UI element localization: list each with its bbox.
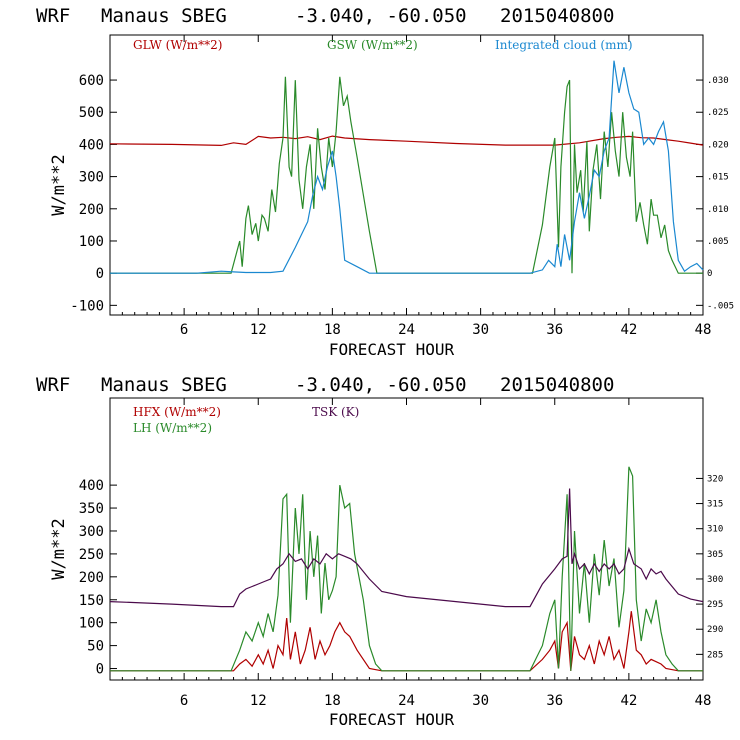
x-tick-label: 42 xyxy=(620,322,637,338)
y2-tick-label: 295 xyxy=(707,600,723,610)
y-axis-label: W/m**2 xyxy=(49,518,69,579)
x-tick-label: 48 xyxy=(695,693,712,709)
y2-tick-label: .010 xyxy=(707,205,729,215)
header-coordinates: -3.040, -60.050 xyxy=(295,5,467,27)
y-tick-label: 0 xyxy=(96,266,104,282)
x-tick-label: 30 xyxy=(472,693,489,709)
y-tick-label: 400 xyxy=(79,478,104,494)
legend-integrated: Integrated cloud (mm) xyxy=(495,38,633,52)
y2-tick-label: .030 xyxy=(707,76,729,86)
y-tick-label: 500 xyxy=(79,105,104,121)
y2-tick-label: 300 xyxy=(707,575,723,585)
x-tick-label: 30 xyxy=(472,322,489,338)
y-tick-label: 350 xyxy=(79,501,104,517)
y-tick-label: 150 xyxy=(79,593,104,609)
x-tick-label: 36 xyxy=(546,693,563,709)
x-tick-label: 36 xyxy=(546,322,563,338)
y2-tick-label: 310 xyxy=(707,525,723,535)
y-tick-label: 200 xyxy=(79,202,104,218)
x-tick-label: 12 xyxy=(250,322,267,338)
plot-frame xyxy=(109,397,704,681)
x-tick-label: 24 xyxy=(398,322,415,338)
header-coordinates: -3.040, -60.050 xyxy=(295,374,467,396)
y-tick-label: 50 xyxy=(87,639,104,655)
series-line-integrated xyxy=(110,60,704,274)
x-axis-label: FORECAST HOUR xyxy=(329,710,455,729)
header-model: WRF xyxy=(36,374,70,396)
x-tick-label: 18 xyxy=(324,693,341,709)
x-tick-label: 12 xyxy=(250,693,267,709)
y2-tick-label: 285 xyxy=(707,650,723,660)
y-tick-label: 200 xyxy=(79,570,104,586)
x-tick-label: 24 xyxy=(398,693,415,709)
y2-tick-label: 0 xyxy=(707,269,712,279)
x-tick-label: 18 xyxy=(324,322,341,338)
y-tick-label: 250 xyxy=(79,547,104,563)
series-line-gsw xyxy=(110,76,703,274)
x-tick-label: 42 xyxy=(620,693,637,709)
y-tick-label: -100 xyxy=(70,298,104,314)
y2-tick-label: -.005 xyxy=(707,301,734,311)
series-line-lh xyxy=(110,466,703,672)
legend-gsw: GSW (W/m**2) xyxy=(327,38,418,52)
header-station: Manaus SBEG xyxy=(101,374,227,396)
header-init-time: 2015040800 xyxy=(500,5,614,27)
y-tick-label: 100 xyxy=(79,616,104,632)
x-tick-label: 6 xyxy=(180,322,188,338)
y2-tick-label: 315 xyxy=(707,500,723,510)
header-model: WRF xyxy=(36,5,70,27)
legend-glw: GLW (W/m**2) xyxy=(133,38,222,52)
x-tick-label: 48 xyxy=(695,322,712,338)
y2-tick-label: 290 xyxy=(707,625,723,635)
legend-tsk: TSK (K) xyxy=(312,405,359,419)
y2-tick-label: .015 xyxy=(707,173,729,183)
y2-tick-label: .005 xyxy=(707,237,729,247)
x-tick-label: 6 xyxy=(180,693,188,709)
series-line-tsk xyxy=(109,488,704,608)
header-init-time: 2015040800 xyxy=(500,374,614,396)
y2-tick-label: .025 xyxy=(707,108,729,118)
y-tick-label: 100 xyxy=(79,234,104,250)
y2-tick-label: 320 xyxy=(707,474,723,484)
y2-tick-label: 305 xyxy=(707,550,723,560)
legend-hfx: HFX (W/m**2) xyxy=(133,405,221,419)
y-axis-label: W/m**2 xyxy=(49,154,69,215)
series-line-hfx xyxy=(110,611,703,672)
y-tick-label: 600 xyxy=(79,73,104,89)
y2-tick-label: .020 xyxy=(707,140,729,150)
x-axis-label: FORECAST HOUR xyxy=(329,340,455,359)
header-station: Manaus SBEG xyxy=(101,5,227,27)
y-tick-label: 0 xyxy=(96,662,104,678)
y-tick-label: 300 xyxy=(79,170,104,186)
legend-lh: LH (W/m**2) xyxy=(133,421,212,435)
y-tick-label: 300 xyxy=(79,524,104,540)
y-tick-label: 400 xyxy=(79,137,104,153)
series-line-glw xyxy=(109,135,704,147)
